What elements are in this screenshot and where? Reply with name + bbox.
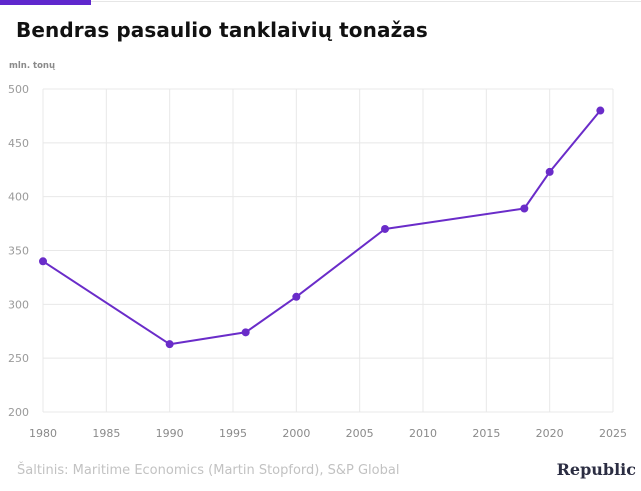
y-tick-label: 250 [8, 352, 29, 365]
data-point [381, 224, 389, 233]
y-axis-unit-label: mln. tonų [9, 61, 56, 71]
x-tick-label: 2005 [346, 427, 374, 440]
data-point [241, 328, 250, 337]
data-point [292, 292, 301, 301]
x-tick-label: 2000 [282, 427, 310, 440]
x-tick-label: 1995 [219, 427, 247, 440]
x-tick-label: 2020 [536, 427, 564, 440]
data-point [545, 167, 554, 176]
data-point [596, 106, 605, 115]
data-point [165, 340, 174, 349]
chart-title: Bendras pasaulio tanklaivių tonažas [16, 18, 428, 42]
accent-bar [0, 0, 91, 5]
brand-logo: Republic [556, 460, 636, 479]
y-tick-label: 200 [8, 406, 29, 419]
data-point [520, 204, 529, 213]
source-note: Šaltinis: Maritime Economics (Martin Sto… [17, 463, 400, 478]
x-tick-label: 1980 [29, 427, 57, 440]
series-line [42, 109, 602, 346]
y-tick-label: 450 [8, 137, 29, 150]
y-tick-label: 400 [8, 191, 29, 204]
x-tick-labels: 1980 1985 1990 1995 2000 2005 2010 2015 2020 2025 [29, 427, 627, 440]
y-tick-label: 500 [8, 83, 29, 96]
x-tick-label: 1990 [156, 427, 184, 440]
grid-lines [42, 88, 614, 413]
y-tick-labels: 200 250 300 350 400 450 500 [8, 83, 29, 419]
x-tick-label: 1985 [92, 427, 120, 440]
top-rule [91, 1, 641, 2]
data-series [39, 106, 605, 349]
y-tick-label: 350 [8, 245, 29, 258]
data-point [39, 257, 47, 266]
x-tick-label: 2015 [472, 427, 500, 440]
y-tick-label: 300 [8, 298, 29, 311]
x-tick-label: 2010 [409, 427, 437, 440]
x-tick-label: 2025 [599, 427, 627, 440]
